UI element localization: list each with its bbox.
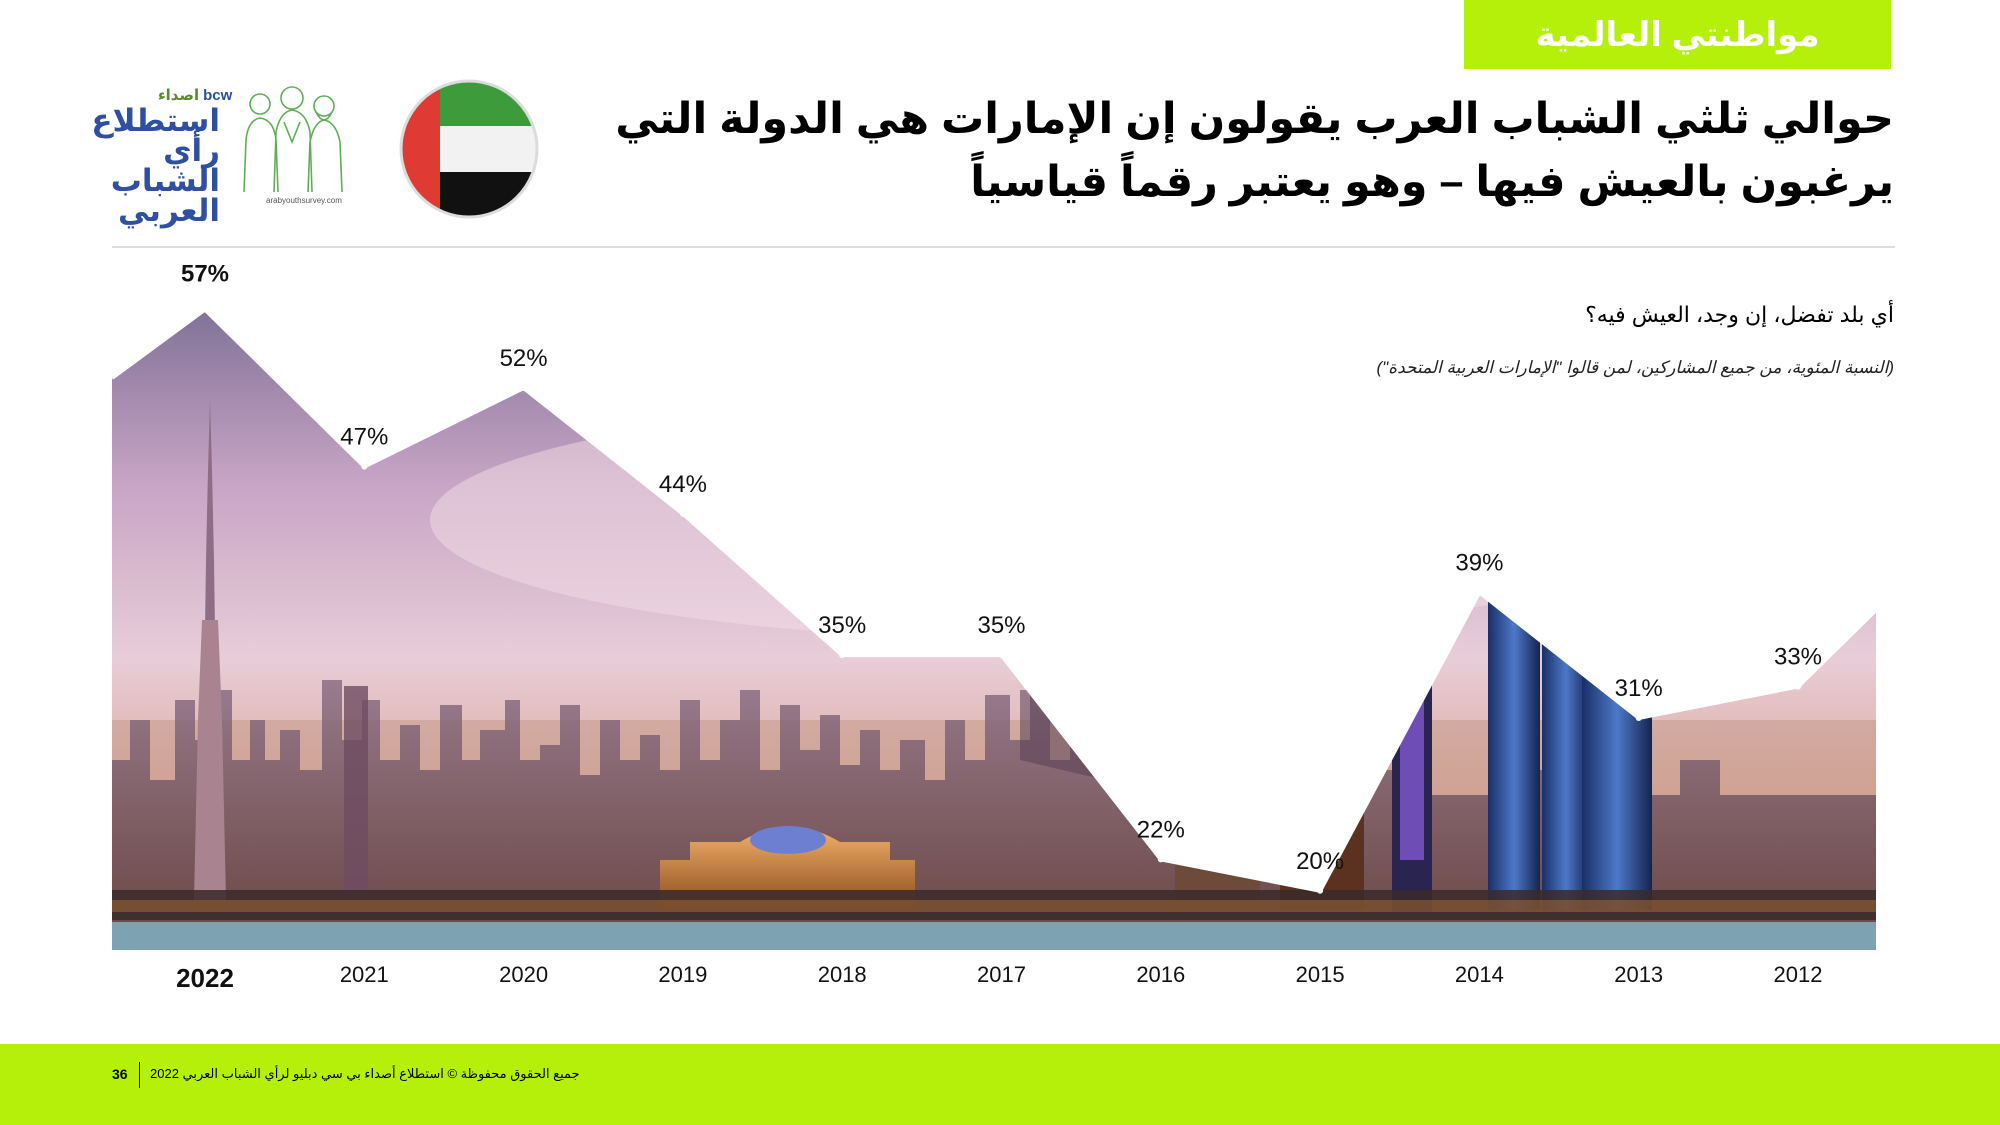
data-label-2016: 22% (1137, 816, 1185, 843)
data-label-2022: 57% (181, 261, 229, 288)
data-label-2013: 31% (1615, 675, 1663, 702)
logo-brand-small: اصداء (158, 87, 200, 104)
data-label-2021: 47% (340, 424, 388, 451)
data-label-2020: 52% (500, 345, 548, 372)
copyright-text: جميع الحقوق محفوظة © استطلاع أصداء بي سي… (150, 1066, 580, 1081)
x-tick-2019: 2019 (658, 962, 707, 987)
data-point-2014 (1476, 589, 1483, 596)
data-point-2020 (520, 385, 527, 392)
logo-brand: bcwاصداء (158, 86, 232, 104)
chart-note: (النسبة المئوية، من جميع المشاركين، لمن … (1376, 358, 1894, 377)
people-illustration-icon (243, 86, 343, 193)
section-tag: مواطنتي العالمية (1464, 0, 1891, 69)
x-tick-2022: 2022 (176, 963, 234, 993)
data-point-2017 (998, 652, 1005, 659)
x-tick-2015: 2015 (1296, 962, 1345, 987)
page-title: حوالي ثلثي الشباب العرب يقولون إن الإمار… (615, 95, 1894, 206)
chart-marks: 57% 2022 47% 2021 52% 2020 44% 2019 35% 2018 35% 20… (176, 261, 1822, 993)
x-tick-2020: 2020 (499, 962, 548, 987)
uae-preference-chart: 57% 2022 47% 2021 52% 2020 44% 2019 35% 2018 35% 20… (110, 261, 1878, 993)
data-point-2018 (839, 652, 846, 659)
data-label-2012: 33% (1774, 644, 1822, 671)
x-tick-2014: 2014 (1455, 962, 1504, 987)
footer-bar: 36 جميع الحقوق محفوظة © استطلاع أصداء بي… (0, 1044, 2000, 1125)
data-point-2015 (1317, 887, 1324, 894)
data-label-2018: 35% (818, 612, 866, 639)
data-label-2015: 20% (1296, 848, 1344, 875)
data-label-2017: 35% (977, 612, 1025, 639)
data-label-2019: 44% (659, 471, 707, 498)
logo-url: arabyouthsurvey.com (266, 196, 342, 205)
data-point-2013 (1635, 714, 1642, 721)
chart-question: أي بلد تفضل، إن وجد، العيش فيه؟ (1585, 302, 1894, 327)
data-point-2022 (202, 306, 208, 313)
x-tick-2012: 2012 (1774, 962, 1823, 987)
data-label-2014: 39% (1455, 549, 1503, 576)
data-point-2019 (679, 510, 686, 517)
logo-bcw: bcw (203, 87, 233, 104)
uae-flag-icon (399, 79, 539, 219)
x-tick-2017: 2017 (977, 962, 1026, 987)
x-tick-2018: 2018 (818, 962, 867, 987)
x-tick-2016: 2016 (1136, 962, 1185, 987)
page-number: 36 (112, 1066, 128, 1082)
divider (112, 246, 1895, 248)
survey-logo: bcwاصداء استطلاع رأي الشباب العربي araby… (91, 82, 350, 226)
logo-name: استطلاع رأي الشباب العربي (91, 103, 220, 228)
data-point-2012 (1795, 683, 1801, 690)
data-point-2021 (361, 463, 368, 470)
footer-separator (139, 1062, 140, 1088)
x-tick-2013: 2013 (1614, 962, 1663, 987)
data-point-2016 (1157, 856, 1164, 863)
x-tick-2021: 2021 (340, 962, 389, 987)
